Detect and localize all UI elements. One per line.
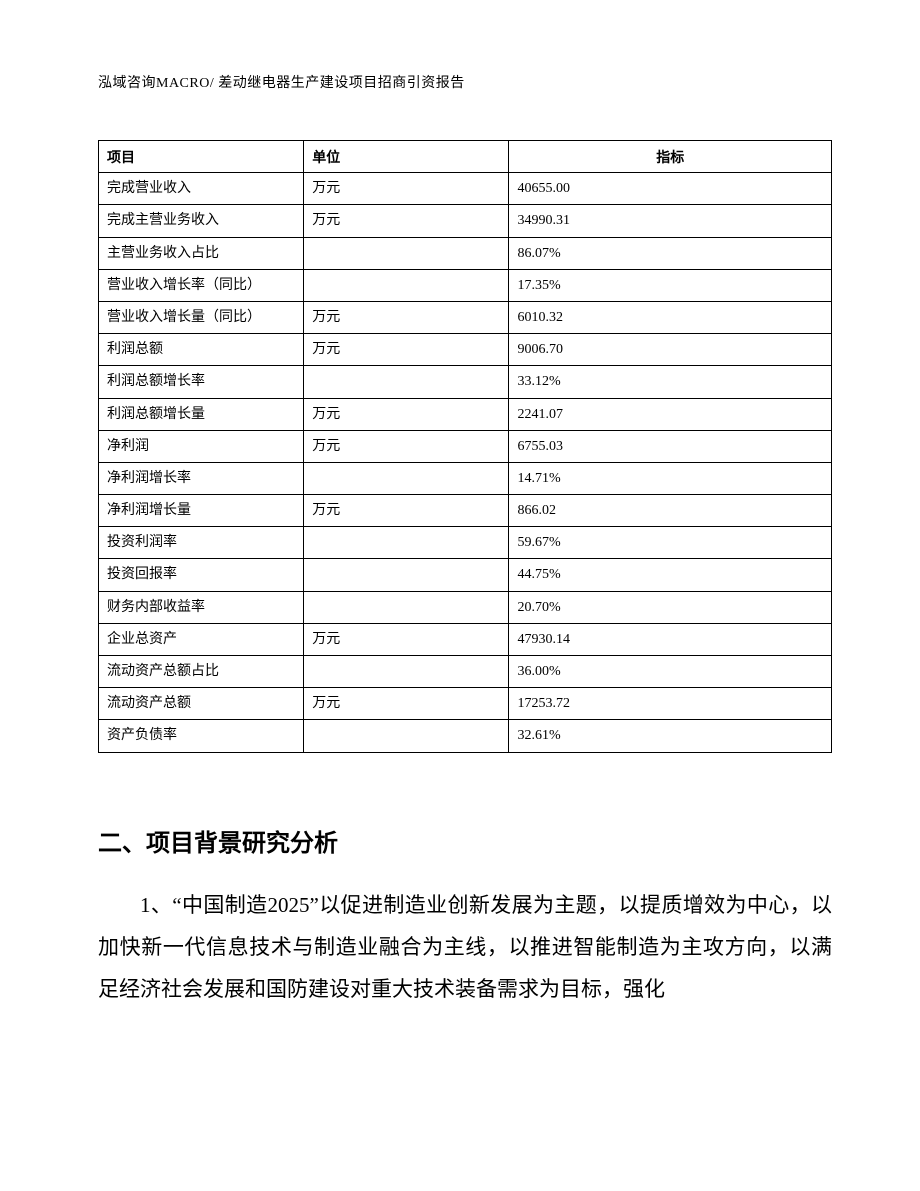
table-row: 完成营业收入万元40655.00 xyxy=(99,173,832,205)
table-row: 流动资产总额万元17253.72 xyxy=(99,688,832,720)
table-row: 投资利润率 59.67% xyxy=(99,527,832,559)
table-body: 完成营业收入万元40655.00完成主营业务收入万元34990.31主营业务收入… xyxy=(99,173,832,752)
cell-unit xyxy=(304,591,509,623)
cell-unit xyxy=(304,462,509,494)
cell-unit: 万元 xyxy=(304,334,509,366)
table-row: 主营业务收入占比 86.07% xyxy=(99,237,832,269)
cell-value: 2241.07 xyxy=(509,398,832,430)
table-row: 净利润增长量万元866.02 xyxy=(99,495,832,527)
col-header-item: 项目 xyxy=(99,141,304,173)
cell-item: 投资回报率 xyxy=(99,559,304,591)
cell-item: 流动资产总额占比 xyxy=(99,656,304,688)
table-row: 企业总资产万元47930.14 xyxy=(99,623,832,655)
cell-item: 完成营业收入 xyxy=(99,173,304,205)
cell-unit: 万元 xyxy=(304,623,509,655)
cell-item: 净利润增长率 xyxy=(99,462,304,494)
table-row: 净利润增长率 14.71% xyxy=(99,462,832,494)
cell-unit xyxy=(304,720,509,752)
cell-item: 营业收入增长量（同比） xyxy=(99,301,304,333)
cell-item: 投资利润率 xyxy=(99,527,304,559)
table-row: 流动资产总额占比 36.00% xyxy=(99,656,832,688)
table-row: 利润总额增长率 33.12% xyxy=(99,366,832,398)
cell-value: 6755.03 xyxy=(509,430,832,462)
cell-value: 866.02 xyxy=(509,495,832,527)
metrics-table: 项目 单位 指标 完成营业收入万元40655.00完成主营业务收入万元34990… xyxy=(98,140,832,753)
table-row: 资产负债率 32.61% xyxy=(99,720,832,752)
cell-unit xyxy=(304,269,509,301)
cell-value: 44.75% xyxy=(509,559,832,591)
cell-unit: 万元 xyxy=(304,398,509,430)
cell-value: 17.35% xyxy=(509,269,832,301)
cell-unit: 万元 xyxy=(304,430,509,462)
cell-item: 利润总额增长率 xyxy=(99,366,304,398)
page-header: 泓域咨询MACRO/ 差动继电器生产建设项目招商引资报告 xyxy=(98,72,832,92)
cell-value: 36.00% xyxy=(509,656,832,688)
table-head: 项目 单位 指标 xyxy=(99,141,832,173)
col-header-value: 指标 xyxy=(509,141,832,173)
table-row: 营业收入增长量（同比）万元6010.32 xyxy=(99,301,832,333)
cell-value: 32.61% xyxy=(509,720,832,752)
cell-value: 17253.72 xyxy=(509,688,832,720)
cell-item: 企业总资产 xyxy=(99,623,304,655)
cell-unit: 万元 xyxy=(304,495,509,527)
cell-value: 47930.14 xyxy=(509,623,832,655)
cell-value: 40655.00 xyxy=(509,173,832,205)
cell-value: 33.12% xyxy=(509,366,832,398)
cell-value: 6010.32 xyxy=(509,301,832,333)
table-header-row: 项目 单位 指标 xyxy=(99,141,832,173)
table-row: 利润总额增长量万元2241.07 xyxy=(99,398,832,430)
cell-value: 20.70% xyxy=(509,591,832,623)
cell-item: 完成主营业务收入 xyxy=(99,205,304,237)
table-row: 财务内部收益率 20.70% xyxy=(99,591,832,623)
cell-item: 利润总额 xyxy=(99,334,304,366)
cell-unit: 万元 xyxy=(304,301,509,333)
cell-item: 资产负债率 xyxy=(99,720,304,752)
cell-value: 9006.70 xyxy=(509,334,832,366)
cell-value: 14.71% xyxy=(509,462,832,494)
table-row: 利润总额万元9006.70 xyxy=(99,334,832,366)
cell-value: 59.67% xyxy=(509,527,832,559)
section-heading: 二、项目背景研究分析 xyxy=(98,823,832,858)
cell-item: 营业收入增长率（同比） xyxy=(99,269,304,301)
table-row: 净利润万元6755.03 xyxy=(99,430,832,462)
cell-unit xyxy=(304,527,509,559)
cell-value: 86.07% xyxy=(509,237,832,269)
cell-item: 财务内部收益率 xyxy=(99,591,304,623)
table-row: 营业收入增长率（同比） 17.35% xyxy=(99,269,832,301)
cell-unit: 万元 xyxy=(304,688,509,720)
cell-unit xyxy=(304,559,509,591)
cell-item: 净利润增长量 xyxy=(99,495,304,527)
table-row: 完成主营业务收入万元34990.31 xyxy=(99,205,832,237)
table-row: 投资回报率 44.75% xyxy=(99,559,832,591)
cell-unit: 万元 xyxy=(304,173,509,205)
cell-unit xyxy=(304,656,509,688)
body-paragraph: 1、“中国制造2025”以促进制造业创新发展为主题，以提质增效为中心，以加快新一… xyxy=(98,884,832,1010)
cell-item: 净利润 xyxy=(99,430,304,462)
cell-unit xyxy=(304,366,509,398)
cell-value: 34990.31 xyxy=(509,205,832,237)
cell-item: 流动资产总额 xyxy=(99,688,304,720)
cell-unit xyxy=(304,237,509,269)
col-header-unit: 单位 xyxy=(304,141,509,173)
cell-item: 利润总额增长量 xyxy=(99,398,304,430)
cell-item: 主营业务收入占比 xyxy=(99,237,304,269)
cell-unit: 万元 xyxy=(304,205,509,237)
